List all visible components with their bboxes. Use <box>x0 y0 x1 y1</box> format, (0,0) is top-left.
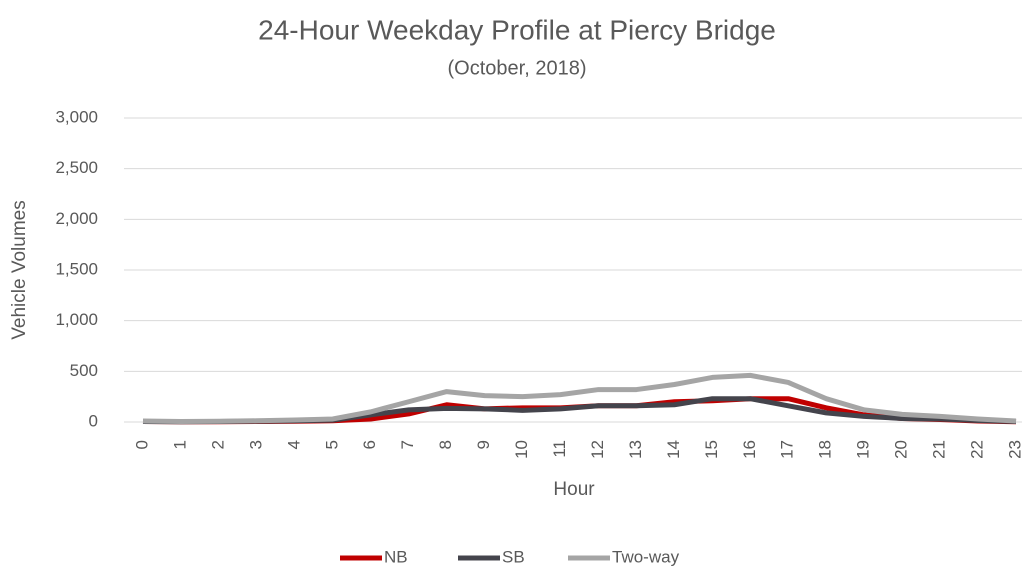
x-tick-label: 1 <box>170 440 189 449</box>
y-tick-label: 0 <box>89 411 98 430</box>
x-tick-label: 19 <box>854 440 873 459</box>
x-tick-label: 23 <box>1005 440 1024 459</box>
x-tick-label: 0 <box>132 440 151 449</box>
legend-label: NB <box>384 547 408 566</box>
x-tick-label: 9 <box>474 440 493 449</box>
x-axis-title: Hour <box>553 479 595 500</box>
x-tick-label: 14 <box>664 440 683 459</box>
x-tick-label: 17 <box>778 440 797 459</box>
x-tick-label: 21 <box>930 440 949 459</box>
x-tick-label: 12 <box>588 440 607 459</box>
x-tick-label: 13 <box>626 440 645 459</box>
x-tick-label: 20 <box>892 440 911 459</box>
x-tick-label: 8 <box>436 440 455 449</box>
x-tick-label: 10 <box>512 440 531 459</box>
x-tick-label: 6 <box>360 440 379 449</box>
legend-label: SB <box>502 547 525 566</box>
x-tick-label: 18 <box>816 440 835 459</box>
chart-title: 24-Hour Weekday Profile at Piercy Bridge <box>258 14 776 45</box>
x-tick-label: 7 <box>398 440 417 449</box>
x-tick-label: 3 <box>246 440 265 449</box>
x-tick-label: 11 <box>550 440 569 458</box>
y-tick-label: 1,500 <box>55 259 98 278</box>
x-tick-label: 22 <box>968 440 987 459</box>
y-tick-label: 3,000 <box>55 107 98 126</box>
chart-subtitle: (October, 2018) <box>448 57 587 79</box>
y-tick-label: 2,000 <box>55 209 98 228</box>
y-tick-label: 1,000 <box>55 310 98 329</box>
x-tick-label: 5 <box>322 440 341 449</box>
y-tick-label: 500 <box>70 361 98 380</box>
x-tick-label: 16 <box>740 440 759 459</box>
y-tick-label: 2,500 <box>55 158 98 177</box>
legend-label: Two-way <box>612 547 680 566</box>
x-tick-label: 4 <box>284 440 303 449</box>
x-tick-label: 2 <box>208 440 227 449</box>
line-series <box>142 372 1017 424</box>
x-tick-label: 15 <box>702 440 721 459</box>
y-axis-title: Vehicle Volumes <box>9 200 30 339</box>
